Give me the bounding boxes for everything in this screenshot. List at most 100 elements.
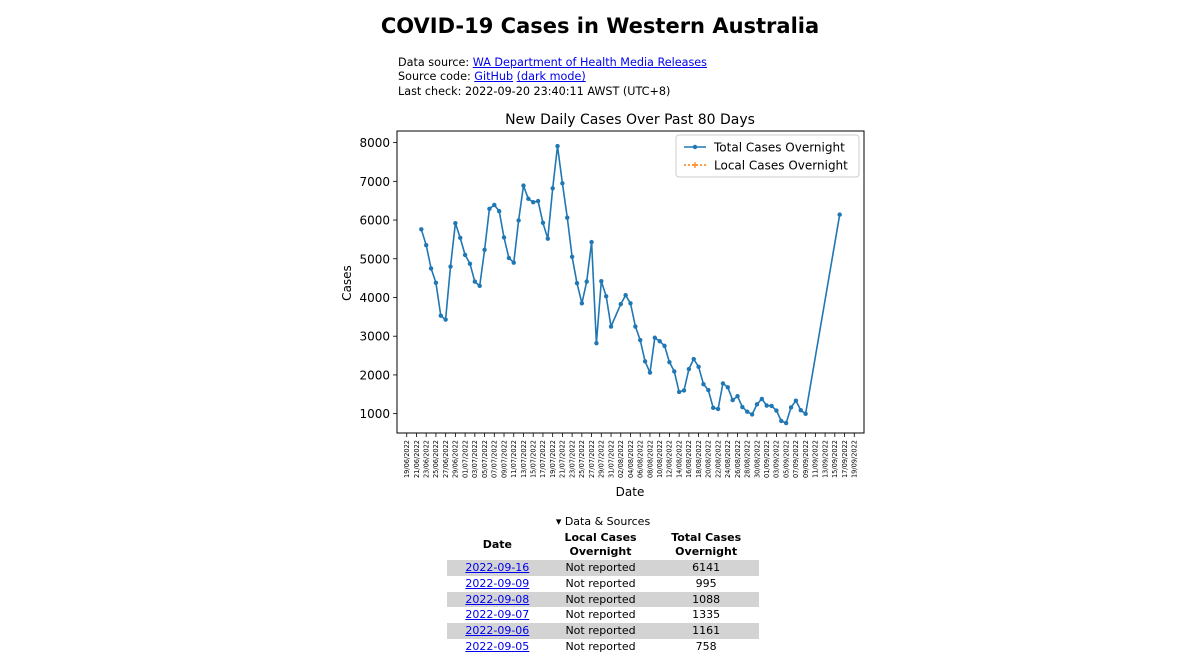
data-point: [715, 406, 721, 412]
data-point: [662, 343, 667, 349]
y-tick-label: 3000: [359, 330, 390, 344]
data-point: [458, 235, 463, 241]
data-point: [798, 408, 803, 413]
date-link[interactable]: 2022-09-05: [465, 639, 530, 653]
data-point: [740, 404, 745, 410]
data-point: [706, 387, 711, 393]
x-tick-label: 08/08/2022: [646, 440, 654, 478]
data-point: [603, 294, 609, 299]
data-point: [735, 394, 740, 399]
x-tick-label: 05/07/2022: [481, 440, 489, 478]
table-row: 2022-09-06 Not reported 1161: [447, 623, 759, 639]
table-header-row: Date Local Cases Overnight Total Cases O…: [447, 530, 759, 560]
data-point: [438, 313, 443, 318]
data-point: [657, 339, 662, 344]
data-point: [428, 266, 434, 271]
data-point: [462, 252, 468, 258]
data-point: [633, 324, 638, 329]
data-point: [453, 220, 458, 226]
legend-label-local: Local Cases Overnight: [714, 159, 848, 173]
x-tick-label: 07/07/2022: [491, 440, 499, 478]
github-link[interactable]: GitHub: [474, 70, 514, 84]
x-tick-label: 13/07/2022: [520, 440, 528, 478]
date-link[interactable]: 2022-09-07: [465, 608, 530, 622]
page-title: COVID-19 Cases in Western Australia: [380, 14, 820, 38]
table-cell-total: 1161: [692, 624, 721, 638]
x-tick-label: 02/08/2022: [617, 440, 625, 478]
data-point: [579, 301, 585, 306]
x-tick-label: 21/06/2022: [413, 440, 421, 478]
data-point: [531, 200, 536, 205]
data-point: [511, 260, 516, 265]
x-tick-label: 27/06/2022: [442, 440, 450, 478]
data-point: [783, 420, 789, 426]
x-tick-label: 26/08/2022: [734, 440, 742, 478]
table-cell-total: 1335: [692, 608, 721, 622]
details-toggle[interactable]: ▾ Data & Sources: [555, 515, 651, 528]
cases-line-chart: New Daily Cases Over Past 80 Days 1000 20…: [340, 112, 865, 499]
y-tick-label: 5000: [359, 252, 390, 266]
data-point: [423, 243, 429, 248]
data-point: [594, 340, 599, 346]
data-point: [754, 402, 760, 407]
table-cell-date: 2022-09-16: [447, 560, 548, 576]
date-link[interactable]: 2022-09-06: [465, 624, 530, 638]
data-point: [560, 181, 565, 186]
table-cell-date: 2022-09-09: [447, 576, 548, 592]
data-point: [482, 247, 487, 253]
plot-area: 1000 2000 3000 4000 5000 6000 7000 8000 19/06/20…: [359, 130, 865, 478]
data-source-link[interactable]: WA Department of Health Media Releases: [472, 56, 708, 69]
data-point: [419, 227, 424, 232]
date-link[interactable]: 2022-09-08: [465, 592, 530, 606]
date-link[interactable]: 2022-09-16: [465, 561, 530, 574]
date-link[interactable]: 2022-09-09: [465, 576, 530, 590]
data-point: [764, 403, 769, 408]
data-point: [730, 397, 735, 403]
data-sources-details: ▾ Data & Sources Date Local Cases Overni…: [447, 515, 759, 655]
table-cell-local: Not reported: [565, 592, 636, 606]
data-point: [433, 280, 439, 285]
table-cell-total: 995: [695, 576, 717, 590]
data-point: [599, 279, 604, 284]
data-point: [516, 218, 521, 223]
x-tick-label: 09/09/2022: [802, 440, 810, 478]
x-axis-label: Date: [616, 485, 645, 499]
x-tick-label: 27/07/2022: [588, 440, 596, 478]
x-tick-label: 01/07/2022: [461, 440, 469, 478]
page-meta: Data source: WA Department of Health Med…: [398, 56, 707, 99]
x-tick-label: 24/08/2022: [724, 440, 732, 478]
x-tick-label: 15/09/2022: [831, 440, 839, 478]
x-tick-label: 12/08/2022: [666, 440, 674, 478]
column-header-date: Date: [482, 538, 512, 551]
data-point: [769, 403, 774, 409]
table-cell-total: 758: [695, 639, 717, 653]
data-point: [749, 412, 755, 417]
x-tick-label: 22/08/2022: [714, 440, 722, 478]
data-point: [545, 236, 551, 241]
dark-mode-link[interactable]: (dark mode): [516, 70, 586, 84]
data-point: [448, 264, 453, 269]
data-point: [618, 301, 623, 307]
data-point: [555, 143, 560, 149]
data-point: [608, 324, 614, 329]
last-check: Last check: 2022-09-20 23:40:11 AWST (UT…: [398, 84, 671, 98]
source-code-line: Source code: GitHub (dark mode): [398, 70, 707, 84]
table-row: 2022-09-16 Not reported 6141: [447, 560, 759, 576]
table-cell-local: Not reported: [565, 561, 636, 574]
data-point: [638, 337, 643, 343]
x-tick-label: 17/07/2022: [539, 440, 547, 478]
table-cell-date: 2022-09-07: [447, 607, 548, 623]
x-tick-label: 01/09/2022: [763, 440, 771, 478]
data-point: [443, 317, 448, 322]
x-tick-label: 28/08/2022: [744, 440, 752, 478]
x-tick-label: 09/07/2022: [500, 440, 508, 478]
data-point: [565, 215, 570, 220]
data-point: [710, 405, 716, 411]
x-tick-label: 29/06/2022: [452, 440, 460, 478]
y-tick-label: 8000: [359, 136, 390, 150]
x-tick-label: 18/08/2022: [695, 440, 703, 478]
data-point: [793, 398, 799, 403]
legend-box: [675, 134, 860, 178]
data-point: [672, 369, 677, 374]
chart-title: New Daily Cases Over Past 80 Days: [505, 112, 755, 128]
